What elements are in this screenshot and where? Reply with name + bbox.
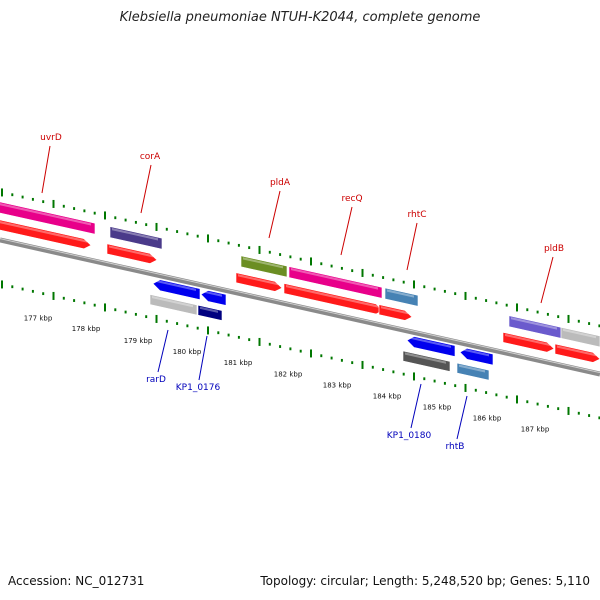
gene-feature-reverse bbox=[402, 350, 451, 372]
gene-feature-forward-highlight bbox=[511, 317, 557, 330]
gene-label-forward: corA bbox=[140, 152, 161, 162]
gene-features bbox=[0, 201, 600, 381]
kbp-label: 186 kbp bbox=[473, 415, 502, 423]
gene-label-forward: uvrD bbox=[40, 133, 62, 143]
gene-feature-reverse bbox=[197, 304, 223, 321]
gene-label-forward: pldA bbox=[270, 178, 291, 188]
gene-label-leader bbox=[198, 335, 208, 381]
gene-feature-forward-highlight bbox=[563, 328, 596, 339]
gene-label-forward: recQ bbox=[341, 194, 362, 204]
gene-feature-forward-highlight bbox=[0, 203, 91, 226]
tick-marks bbox=[1, 188, 600, 420]
gene-feature-forward bbox=[0, 201, 96, 235]
genome-backbone bbox=[0, 237, 600, 377]
gene-feature-forward bbox=[109, 226, 163, 250]
gene-label-leader bbox=[540, 256, 554, 304]
gene-label-forward: pldB bbox=[544, 244, 564, 254]
cds-forward-arrow bbox=[106, 243, 158, 264]
cds-reverse-arrow bbox=[406, 336, 456, 357]
gene-feature-reverse-highlight bbox=[459, 364, 485, 373]
gene-label-leader bbox=[456, 395, 468, 440]
gene-label-leader bbox=[157, 329, 169, 373]
gene-feature-reverse-highlight bbox=[200, 306, 218, 313]
gene-feature-forward bbox=[288, 266, 383, 299]
gene-label-reverse: rarD bbox=[146, 375, 166, 385]
gene-feature-reverse bbox=[456, 362, 490, 381]
cds-forward-arrow-highlight bbox=[238, 274, 278, 286]
gene-feature-forward-highlight bbox=[243, 257, 283, 269]
gene-label-leader bbox=[340, 206, 353, 256]
cds-reverse-arrow-highlight bbox=[203, 290, 222, 297]
gene-label-forward: rhtC bbox=[407, 210, 426, 220]
gene-label-leader bbox=[41, 145, 51, 194]
cds-track bbox=[0, 219, 600, 363]
gene-label-reverse: KP1_0176 bbox=[176, 383, 221, 393]
kbp-label: 177 kbp bbox=[24, 314, 53, 322]
genome-backbone-highlight bbox=[0, 238, 600, 374]
gene-feature-reverse-highlight bbox=[152, 295, 193, 308]
cds-forward-arrow-highlight bbox=[381, 306, 408, 315]
kbp-label: 179 kbp bbox=[124, 337, 153, 345]
gene-feature-forward bbox=[560, 326, 600, 348]
cds-reverse-arrow-highlight bbox=[462, 348, 489, 357]
cds-reverse-arrow bbox=[152, 279, 201, 301]
gene-feature-reverse-highlight bbox=[405, 352, 446, 364]
cds-forward-arrow-highlight bbox=[109, 245, 153, 258]
gene-label-reverse: KP1_0180 bbox=[387, 431, 432, 441]
gene-feature-forward-highlight bbox=[291, 267, 378, 290]
cds-forward-arrow-highlight bbox=[505, 333, 550, 347]
gene-labels: uvrD corA pldA recQ rhtC pldB rarD KP1_0176 KP1_… bbox=[40, 133, 564, 452]
cds-forward-arrow-highlight bbox=[557, 345, 596, 357]
kbp-label: 183 kbp bbox=[323, 381, 352, 389]
cds-forward-arrow-highlight bbox=[286, 284, 379, 308]
gene-feature-forward-highlight bbox=[112, 228, 158, 241]
kbp-label: 185 kbp bbox=[423, 404, 452, 412]
gene-label-leader bbox=[406, 222, 418, 271]
kbp-label: 180 kbp bbox=[173, 348, 202, 356]
gene-feature-forward-highlight bbox=[387, 289, 414, 298]
gene-feature-reverse bbox=[149, 294, 198, 316]
accession-text: Accession: NC_012731 bbox=[8, 574, 145, 588]
cds-forward-arrow bbox=[235, 272, 283, 292]
cds-forward-arrow bbox=[0, 219, 92, 250]
cds-reverse-arrow bbox=[459, 347, 494, 366]
cds-forward-arrow bbox=[502, 331, 555, 353]
map-title: Klebsiella pneumoniae NTUH-K2044, comple… bbox=[119, 10, 481, 25]
cds-reverse-arrow-highlight bbox=[409, 336, 451, 348]
kbp-label: 181 kbp bbox=[224, 359, 253, 367]
cds-reverse-arrow bbox=[200, 290, 227, 306]
genome-summary-text: Topology: circular; Length: 5,248,520 bp… bbox=[260, 574, 590, 588]
gene-label-leader bbox=[410, 383, 422, 429]
gene-label-leader bbox=[140, 164, 152, 214]
gene-feature-forward bbox=[384, 287, 419, 307]
gene-label-leader bbox=[268, 190, 281, 239]
cds-forward-arrow-highlight bbox=[0, 221, 87, 243]
gene-label-reverse: rhtB bbox=[446, 442, 465, 452]
cds-reverse-arrow-highlight bbox=[155, 279, 196, 291]
cds-forward-arrow bbox=[554, 343, 600, 363]
cds-forward-arrow bbox=[378, 304, 413, 321]
kbp-label: 184 kbp bbox=[373, 392, 402, 400]
kbp-label: 187 kbp bbox=[521, 425, 550, 433]
kbp-label: 182 kbp bbox=[274, 370, 303, 378]
kbp-label: 178 kbp bbox=[72, 325, 101, 333]
gene-feature-forward bbox=[240, 255, 288, 278]
kbp-scale: 177 kbp 178 kbp 179 kbp 180 kbp 181 kbp 182 k… bbox=[24, 314, 550, 433]
